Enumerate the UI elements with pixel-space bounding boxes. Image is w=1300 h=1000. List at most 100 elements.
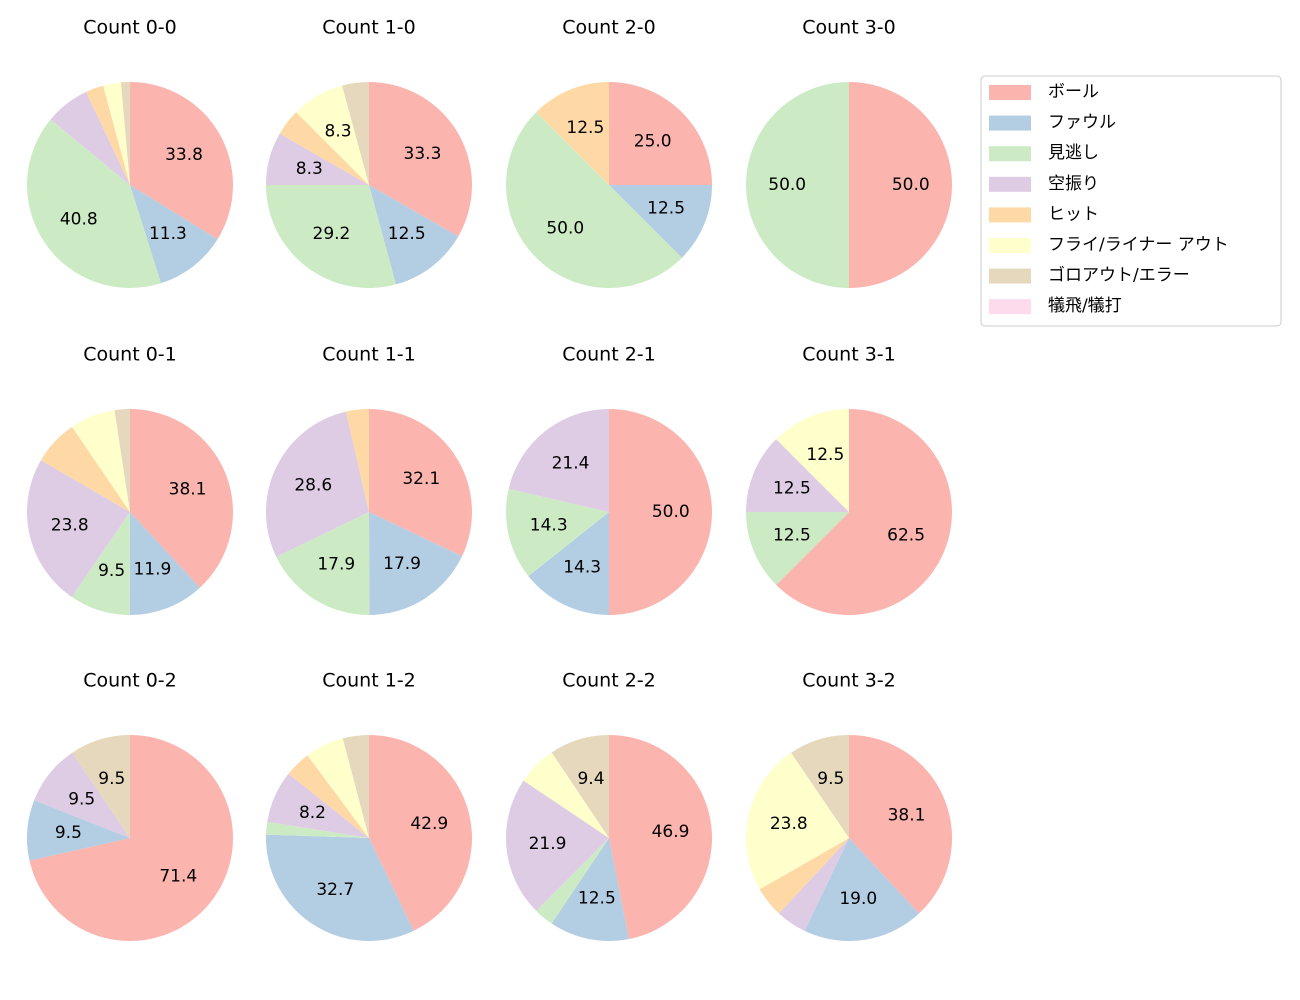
slice-label: 12.5 <box>773 526 811 546</box>
pie-slice <box>266 185 396 288</box>
pie-title: Count 3-0 <box>802 17 896 39</box>
slice-label: 12.5 <box>566 118 604 138</box>
pie-slice <box>130 185 218 284</box>
slice-label: 12.5 <box>806 445 844 465</box>
slice-label: 17.9 <box>383 554 421 574</box>
slice-label: 11.9 <box>133 560 171 580</box>
pie-slice <box>776 409 849 512</box>
pie-slice <box>72 735 130 838</box>
pie-slice <box>72 410 130 512</box>
pie-slice <box>267 773 369 838</box>
legend-swatch <box>989 85 1031 100</box>
pie-slice <box>342 82 369 185</box>
pie-slice <box>609 185 712 258</box>
slice-label: 12.5 <box>578 889 616 909</box>
slice-label: 9.5 <box>68 789 95 809</box>
pie-slice <box>130 409 234 588</box>
pie-slice <box>849 82 952 288</box>
pie-slice <box>342 735 369 838</box>
slice-label: 29.2 <box>313 224 351 244</box>
slice-label: 9.5 <box>98 561 125 581</box>
slice-label: 14.3 <box>530 516 568 536</box>
slice-label: 11.3 <box>149 224 187 244</box>
pie-slice <box>129 512 200 615</box>
pie-slice <box>804 838 920 941</box>
pie-slice <box>26 800 130 861</box>
pie-slice <box>551 735 609 838</box>
slice-label: 50.0 <box>892 175 930 195</box>
pie-slice <box>508 409 609 512</box>
pie-slice <box>27 460 131 597</box>
slice-label: 23.8 <box>770 814 808 834</box>
slice-label: 9.5 <box>98 769 125 789</box>
slice-label: 32.7 <box>316 880 354 900</box>
pie-slice <box>120 82 130 185</box>
pie-slice <box>536 82 609 185</box>
slice-label: 17.9 <box>317 554 355 574</box>
pie-title: Count 1-2 <box>322 670 416 692</box>
pie-slice <box>505 488 609 577</box>
pie-slice <box>609 82 712 185</box>
slice-label: 50.0 <box>652 502 690 522</box>
pie-slice <box>266 133 369 185</box>
pie-slice <box>40 426 130 512</box>
pie-title: Count 2-0 <box>562 17 656 39</box>
pie-slice <box>34 752 131 838</box>
slice-label: 32.1 <box>402 469 440 489</box>
pie-title: Count 2-2 <box>562 670 656 692</box>
pie-slice <box>759 838 849 914</box>
slice-label: 38.1 <box>888 805 926 825</box>
slice-label: 33.8 <box>165 145 203 165</box>
legend-swatch <box>989 207 1031 223</box>
slice-label: 14.3 <box>563 558 601 578</box>
pie-slice <box>369 512 463 615</box>
pie-slice <box>29 735 233 941</box>
slice-label: 8.3 <box>325 122 352 142</box>
pie-slice <box>609 409 712 615</box>
slice-label: 9.4 <box>577 769 604 789</box>
pie-slice <box>778 838 849 931</box>
pie-slice <box>528 512 609 615</box>
slice-label: 25.0 <box>634 131 672 151</box>
slice-label: 9.5 <box>817 769 844 789</box>
pie-slice <box>369 82 472 237</box>
slice-label: 28.6 <box>294 475 332 495</box>
pie-slice <box>71 512 130 615</box>
pie-slice <box>265 411 369 557</box>
pie-slice <box>791 735 849 838</box>
pie-title: Count 0-2 <box>83 670 177 692</box>
pie-slice <box>50 91 130 185</box>
slice-label: 21.4 <box>552 454 590 474</box>
slice-label: 12.5 <box>773 478 811 498</box>
legend-label: 犠飛/犠打 <box>1048 296 1122 316</box>
pie-slice <box>307 738 369 838</box>
slice-label: 8.2 <box>299 803 326 823</box>
legend-box <box>980 75 1282 327</box>
pie-slice <box>296 85 369 185</box>
pie-title: Count 1-1 <box>322 344 416 366</box>
pie-slice <box>26 119 161 289</box>
slice-label: 23.8 <box>51 516 89 536</box>
pie-title: Count 1-0 <box>322 17 416 39</box>
slice-label: 40.8 <box>60 210 98 230</box>
legend-swatch <box>989 176 1031 192</box>
pie-slice <box>609 735 713 940</box>
pie-slice <box>369 185 459 285</box>
pie-title: Count 2-1 <box>562 344 656 366</box>
slice-label: 42.9 <box>410 814 448 834</box>
slice-label: 50.0 <box>546 219 584 239</box>
pie-slice <box>746 82 849 288</box>
pie-slice <box>523 752 609 838</box>
slice-label: 62.5 <box>887 526 925 546</box>
pie-slice <box>276 512 370 615</box>
legend-swatch <box>989 268 1031 284</box>
legend-swatch <box>989 146 1031 162</box>
pie-title: Count 0-1 <box>83 344 177 366</box>
slice-label: 71.4 <box>159 867 197 887</box>
pie-slice <box>745 752 849 890</box>
legend-label: ファウル <box>1048 113 1116 133</box>
pie-slice <box>746 439 849 512</box>
slice-label: 50.0 <box>768 175 806 195</box>
pie-slice <box>103 82 130 185</box>
pie-slice <box>506 780 609 911</box>
